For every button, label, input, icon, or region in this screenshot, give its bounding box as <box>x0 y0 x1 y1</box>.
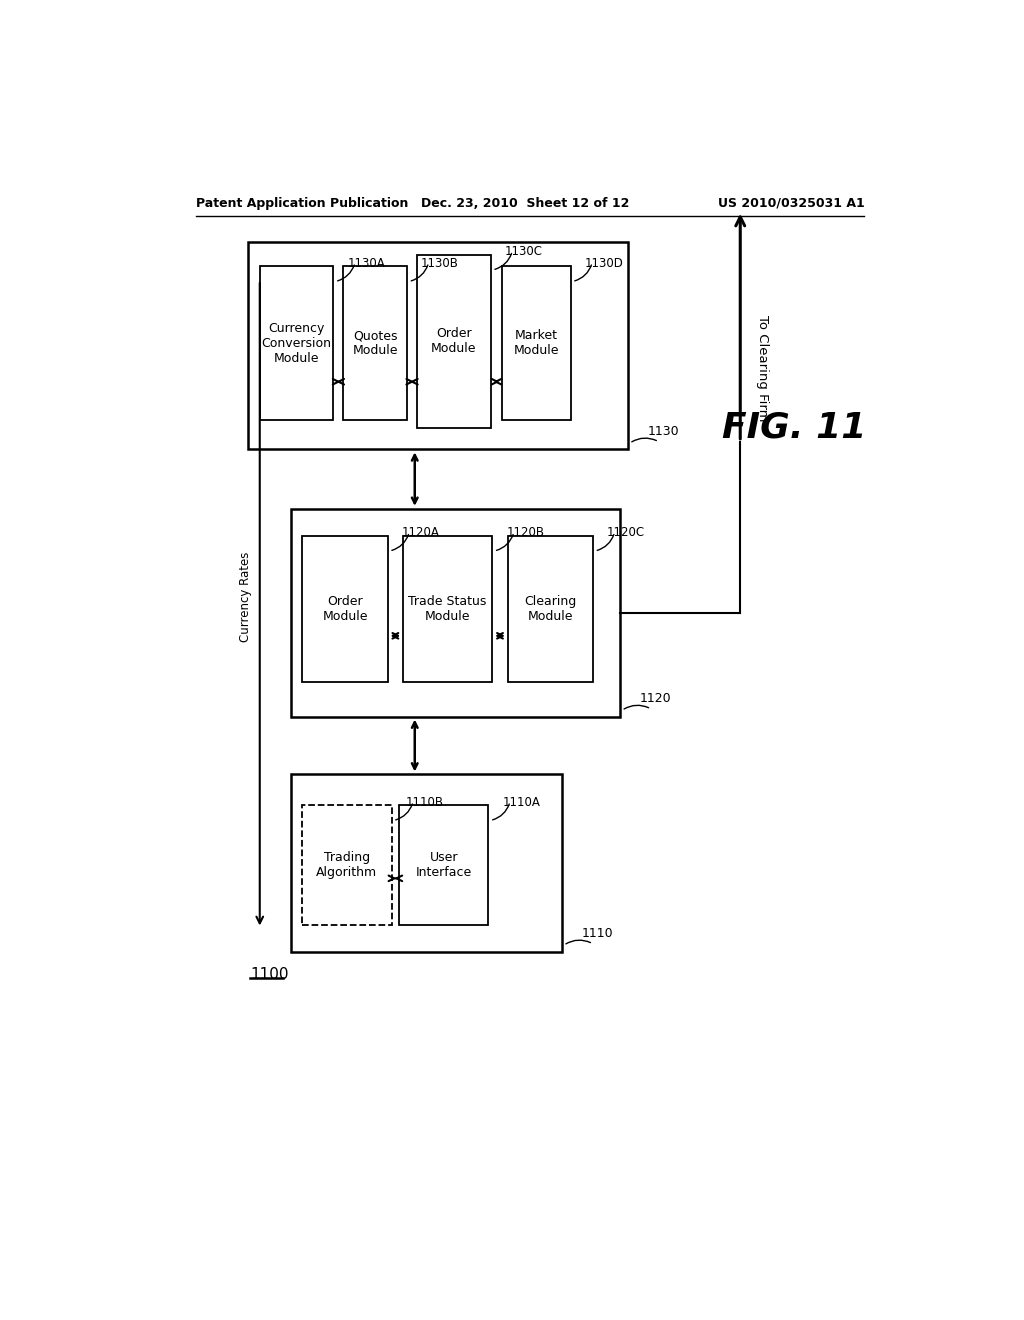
Text: 1130C: 1130C <box>505 246 543 259</box>
Text: 1120B: 1120B <box>506 527 544 540</box>
Text: To Clearing Firm: To Clearing Firm <box>756 315 769 422</box>
Text: 1120C: 1120C <box>607 527 645 540</box>
Text: 1110B: 1110B <box>406 796 443 809</box>
Text: FIG. 11: FIG. 11 <box>722 411 866 445</box>
Text: Order
Module: Order Module <box>431 327 476 355</box>
Bar <box>302 536 388 682</box>
Bar <box>260 267 334 420</box>
Text: 1130A: 1130A <box>347 257 385 271</box>
Text: Currency
Conversion
Module: Currency Conversion Module <box>261 322 332 364</box>
Text: Dec. 23, 2010  Sheet 12 of 12: Dec. 23, 2010 Sheet 12 of 12 <box>421 197 629 210</box>
Text: 1130B: 1130B <box>421 257 459 271</box>
Text: Patent Application Publication: Patent Application Publication <box>197 197 409 210</box>
Text: 1120: 1120 <box>640 692 671 705</box>
Bar <box>403 536 493 682</box>
Text: 1110A: 1110A <box>503 796 541 809</box>
Text: Order
Module: Order Module <box>323 595 368 623</box>
Bar <box>399 805 488 924</box>
Text: US 2010/0325031 A1: US 2010/0325031 A1 <box>718 197 864 210</box>
Text: Quotes
Module: Quotes Module <box>352 329 398 358</box>
Bar <box>503 267 570 420</box>
Text: User
Interface: User Interface <box>416 851 472 879</box>
Text: 1130: 1130 <box>647 425 679 438</box>
Text: Trading
Algorithm: Trading Algorithm <box>316 851 378 879</box>
Text: Market
Module: Market Module <box>514 329 559 358</box>
Text: Currency Rates: Currency Rates <box>240 552 252 642</box>
Bar <box>291 775 562 952</box>
Bar <box>248 242 628 449</box>
Bar <box>291 508 621 717</box>
Text: 1100: 1100 <box>251 966 289 982</box>
Text: 1120A: 1120A <box>401 527 439 540</box>
Text: 1110: 1110 <box>582 927 613 940</box>
Bar <box>417 255 490 428</box>
Bar <box>302 805 391 924</box>
Text: Trade Status
Module: Trade Status Module <box>409 595 486 623</box>
Bar <box>508 536 593 682</box>
Bar <box>343 267 407 420</box>
Text: Clearing
Module: Clearing Module <box>524 595 577 623</box>
Text: 1130D: 1130D <box>585 257 624 271</box>
